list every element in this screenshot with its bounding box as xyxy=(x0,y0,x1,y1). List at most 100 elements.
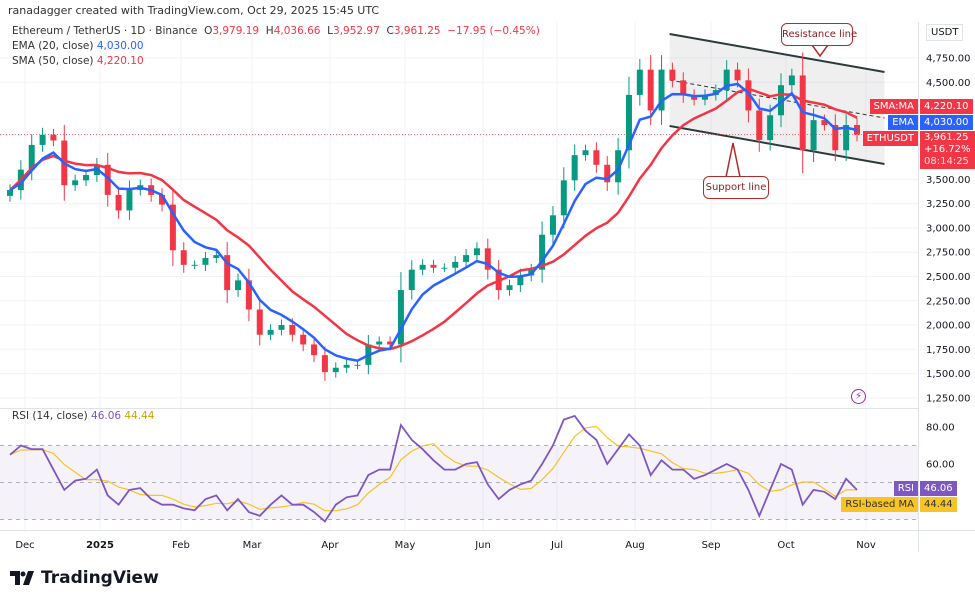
candle-body xyxy=(821,120,828,125)
close-label: C xyxy=(386,25,394,37)
candle-body xyxy=(767,115,774,141)
candle-body xyxy=(701,94,708,100)
candle-body xyxy=(72,180,79,186)
candle-body xyxy=(745,80,752,111)
candle-body xyxy=(50,134,57,141)
tradingview-logo: TradingView xyxy=(10,568,159,588)
rsi-line xyxy=(9,414,858,523)
candle-body xyxy=(452,261,459,268)
support-callout[interactable]: Support line xyxy=(703,176,769,199)
support-callout-pointer xyxy=(725,142,741,178)
tradingview-logo-icon xyxy=(10,571,34,585)
candle-body xyxy=(300,334,307,345)
ema-tag-value: 4,030.00 xyxy=(920,115,973,130)
open-value: 3,979.19 xyxy=(212,25,260,37)
candle-body xyxy=(28,144,35,170)
candle-body xyxy=(180,250,187,265)
close-value: 3,961.25 xyxy=(393,25,441,37)
candle-body xyxy=(224,255,231,291)
change-value: −17.95 (−0.45%) xyxy=(447,25,540,37)
candle-body xyxy=(235,280,242,291)
candle-body xyxy=(658,69,665,111)
candle-body xyxy=(256,309,263,335)
candle-body xyxy=(625,94,632,151)
candle-body xyxy=(560,180,567,216)
candle-body xyxy=(571,155,578,181)
change-percent: +16.72% xyxy=(924,144,971,155)
candle-body xyxy=(723,69,730,91)
time-tick: Apr xyxy=(321,540,339,551)
channel-fill xyxy=(669,34,885,165)
candle-body xyxy=(332,367,339,373)
time-tick: Oct xyxy=(777,540,794,551)
time-axis-divider xyxy=(0,530,975,531)
symbol-title[interactable]: Ethereum / TetherUS · 1D · Binance xyxy=(12,25,198,37)
time-tick: Mar xyxy=(243,540,263,551)
candle-body xyxy=(463,255,470,262)
candle-body xyxy=(549,215,556,235)
candle-body xyxy=(636,69,643,95)
rsi-ma-tag-value: 44.44 xyxy=(920,497,957,512)
time-tick: May xyxy=(395,540,416,551)
logo-text: TradingView xyxy=(41,568,159,588)
candle-body xyxy=(115,194,122,211)
sma-value: 4,220.10 xyxy=(96,55,144,67)
price-tick: 2,750.00 xyxy=(926,248,971,259)
candle-body xyxy=(408,269,415,291)
rsi-tick: 60.00 xyxy=(926,460,955,471)
ema-value: 4,030.00 xyxy=(96,40,144,52)
ema-row[interactable]: EMA (20, close) 4,030.00 xyxy=(12,39,540,54)
candle-body xyxy=(278,325,285,330)
rsi-tick: 80.00 xyxy=(926,423,955,434)
pane-divider xyxy=(0,408,918,409)
candle-body xyxy=(202,258,209,265)
candle-body xyxy=(777,85,784,116)
candle-body xyxy=(843,124,850,151)
rsi-value: 46.06 xyxy=(91,410,122,422)
ema-20-line xyxy=(9,82,858,363)
chart-legend: Ethereum / TetherUS · 1D · Binance O3,97… xyxy=(12,24,540,69)
candle-body xyxy=(159,194,166,205)
candle-body xyxy=(7,190,13,196)
candle-body xyxy=(267,329,274,335)
candle-body xyxy=(473,248,480,256)
time-tick: Sep xyxy=(702,540,721,551)
lightning-icon[interactable]: ⚡ xyxy=(851,389,866,404)
ema-label: EMA (20, close) xyxy=(12,40,94,52)
candle-body xyxy=(788,75,795,86)
resistance-callout[interactable]: Resistance line xyxy=(781,23,857,46)
time-tick: Feb xyxy=(172,540,190,551)
open-label: O xyxy=(204,25,213,37)
price-tick: 2,000.00 xyxy=(926,321,971,332)
price-tick: 3,250.00 xyxy=(926,199,971,210)
resistance-callout-pointer xyxy=(810,44,830,58)
high-value: 4,036.66 xyxy=(273,25,321,37)
price-tick: 4,750.00 xyxy=(926,54,971,65)
candle-body xyxy=(647,69,654,111)
sma-row[interactable]: SMA (50, close) 4,220.10 xyxy=(12,54,540,69)
last-price-tag: 3,961.25 +16.72% 08:14:25 xyxy=(920,131,975,169)
time-tick: Aug xyxy=(625,540,645,551)
candle-body xyxy=(354,364,361,366)
time-tick: Dec xyxy=(15,540,34,551)
resistance-line xyxy=(669,33,885,73)
candle-body xyxy=(213,255,220,259)
candle-body xyxy=(376,341,383,345)
candle-body xyxy=(311,344,318,356)
price-tick: 3,500.00 xyxy=(926,175,971,186)
sma-tag-value: 4,220.10 xyxy=(920,99,973,114)
candle-body xyxy=(126,190,133,211)
candle-body xyxy=(593,150,600,165)
currency-button[interactable]: USDT xyxy=(926,24,964,41)
rsi-ma-tag-name: RSI-based MA xyxy=(841,497,918,512)
candle-body xyxy=(615,150,622,183)
rsi-tag-name: RSI xyxy=(893,481,918,496)
candle-body xyxy=(289,325,296,335)
rsi-ma-value: 44.44 xyxy=(124,410,155,422)
low-value: 3,952.97 xyxy=(333,25,380,37)
rsi-legend[interactable]: RSI (14, close) 46.06 44.44 xyxy=(12,410,154,422)
candle-body xyxy=(669,69,676,81)
candle-body xyxy=(832,124,839,151)
candle-body xyxy=(517,275,524,286)
